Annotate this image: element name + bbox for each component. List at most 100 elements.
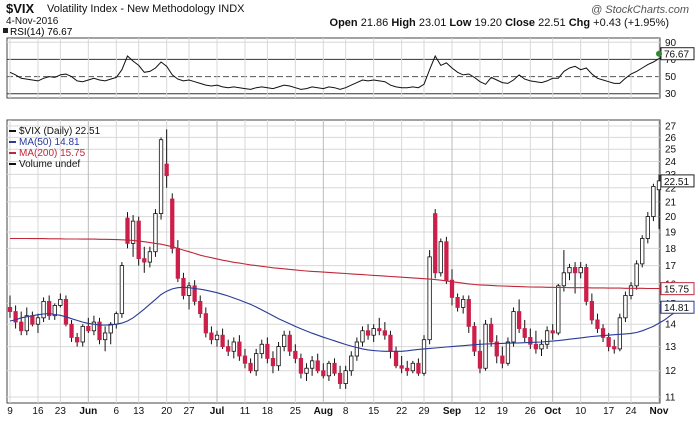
candle-body xyxy=(516,311,522,329)
candle-body xyxy=(226,346,231,352)
x-axis-label: 19 xyxy=(497,406,509,417)
x-axis-label: 29 xyxy=(418,406,430,417)
rsi-frame xyxy=(6,37,661,99)
candle-body xyxy=(595,319,600,329)
legend-entry: $VIX (Daily) 22.51 xyxy=(19,126,101,137)
x-axis-label: 23 xyxy=(55,406,67,417)
candle-body xyxy=(343,370,348,384)
candle-body xyxy=(640,238,645,265)
candle-body xyxy=(254,353,259,372)
candle-body xyxy=(377,328,382,332)
candle-body xyxy=(80,325,85,343)
x-axis-label: 11 xyxy=(240,406,251,417)
rsi-last-value-label: 76.67 xyxy=(664,50,689,61)
candle-body xyxy=(500,355,505,364)
x-axis-label: Jun xyxy=(79,406,97,417)
candle-body xyxy=(220,334,225,347)
candle-body xyxy=(505,341,511,364)
price-tick-label: 21 xyxy=(665,197,677,208)
candle-body xyxy=(393,350,399,367)
candle-body xyxy=(170,198,175,249)
candle-body xyxy=(455,297,460,308)
last-ma200-box xyxy=(660,282,695,296)
candle-body xyxy=(477,350,483,369)
rsi-line xyxy=(9,53,671,90)
high-value: 23.01 xyxy=(418,17,447,29)
candle-body xyxy=(276,346,281,367)
last-close-box xyxy=(660,174,695,188)
candle-body xyxy=(58,298,63,306)
price-tick-label: 24 xyxy=(665,157,677,168)
candle-body xyxy=(634,263,639,287)
x-axis-label: 12 xyxy=(474,406,486,417)
candle-body xyxy=(41,300,46,319)
candle-body xyxy=(19,321,24,332)
x-axis-label: 9 xyxy=(7,406,13,417)
rsi-tick-label: 90 xyxy=(665,38,677,49)
rsi-last-marker xyxy=(656,50,662,57)
candle-body xyxy=(349,355,354,372)
candle-body xyxy=(539,343,544,350)
candle-body xyxy=(130,220,136,244)
candle-body xyxy=(382,330,387,336)
x-axis-label: 13 xyxy=(133,406,145,417)
close-value: 22.51 xyxy=(538,17,566,29)
candle-body xyxy=(248,362,253,372)
x-axis-label: Sep xyxy=(443,406,461,417)
chg-value: +0.43 (+1.95%) xyxy=(593,17,669,29)
rsi-legend: RSI(14) 76.67 xyxy=(10,27,73,38)
candle-body xyxy=(231,341,236,352)
candle-body xyxy=(433,213,438,274)
price-frame xyxy=(6,119,661,404)
axes: 9070503076.67272625242322212019181716151… xyxy=(7,38,695,417)
price-tick-label: 17 xyxy=(665,261,677,272)
candle-body xyxy=(102,332,108,341)
price-tick-label: 13 xyxy=(665,342,677,353)
candle-body xyxy=(119,265,125,315)
price-grid xyxy=(6,119,661,404)
candle-body xyxy=(114,313,119,325)
candle-body xyxy=(97,321,102,341)
chart-date: 4-Nov-2016 xyxy=(6,16,59,27)
legend-entry: Volume undef xyxy=(19,159,80,170)
candle-body xyxy=(242,355,248,364)
rsi-tick-label: 70 xyxy=(665,55,677,66)
candle-body xyxy=(511,311,516,343)
price-tick-label: 14 xyxy=(665,320,677,331)
price-tick-label: 25 xyxy=(665,145,677,156)
candle-body xyxy=(589,300,594,321)
candle-body xyxy=(136,220,141,260)
candle-body xyxy=(572,267,578,274)
ma200-line xyxy=(10,237,682,290)
price-tick-label: 19 xyxy=(665,228,677,239)
chart-security-name: Volatility Index - New Methodology INDX xyxy=(47,3,245,15)
candle-body xyxy=(214,334,220,341)
candle-body xyxy=(270,358,276,367)
rsi-grid xyxy=(6,37,661,99)
candle-body xyxy=(142,258,147,263)
quote-bar: Open 21.86 High 23.01 Low 19.20 Close 22… xyxy=(330,17,669,29)
candle-body xyxy=(186,285,192,296)
candle-body xyxy=(472,325,477,352)
x-axis-label: 16 xyxy=(32,406,44,417)
x-axis-label: 26 xyxy=(525,406,537,417)
candle-body xyxy=(86,325,91,332)
last-ma50-box xyxy=(660,300,695,314)
moving-averages xyxy=(9,237,682,352)
candle-body xyxy=(125,217,130,244)
candle-body xyxy=(410,362,415,372)
candle-body xyxy=(293,350,298,359)
x-axis-label: 10 xyxy=(575,406,587,417)
legend-entry: MA(200) 15.75 xyxy=(19,148,86,159)
candle-body xyxy=(30,315,35,325)
candle-body xyxy=(399,365,404,369)
x-axis-label: 8 xyxy=(343,406,349,417)
candle-body xyxy=(108,323,113,334)
price-tick-label: 18 xyxy=(665,244,677,255)
x-axis-label: 24 xyxy=(625,406,637,417)
open-label: Open xyxy=(329,17,358,29)
candle-body xyxy=(466,298,471,327)
candle-body xyxy=(52,305,57,317)
last-close-label: 22.51 xyxy=(664,177,689,188)
